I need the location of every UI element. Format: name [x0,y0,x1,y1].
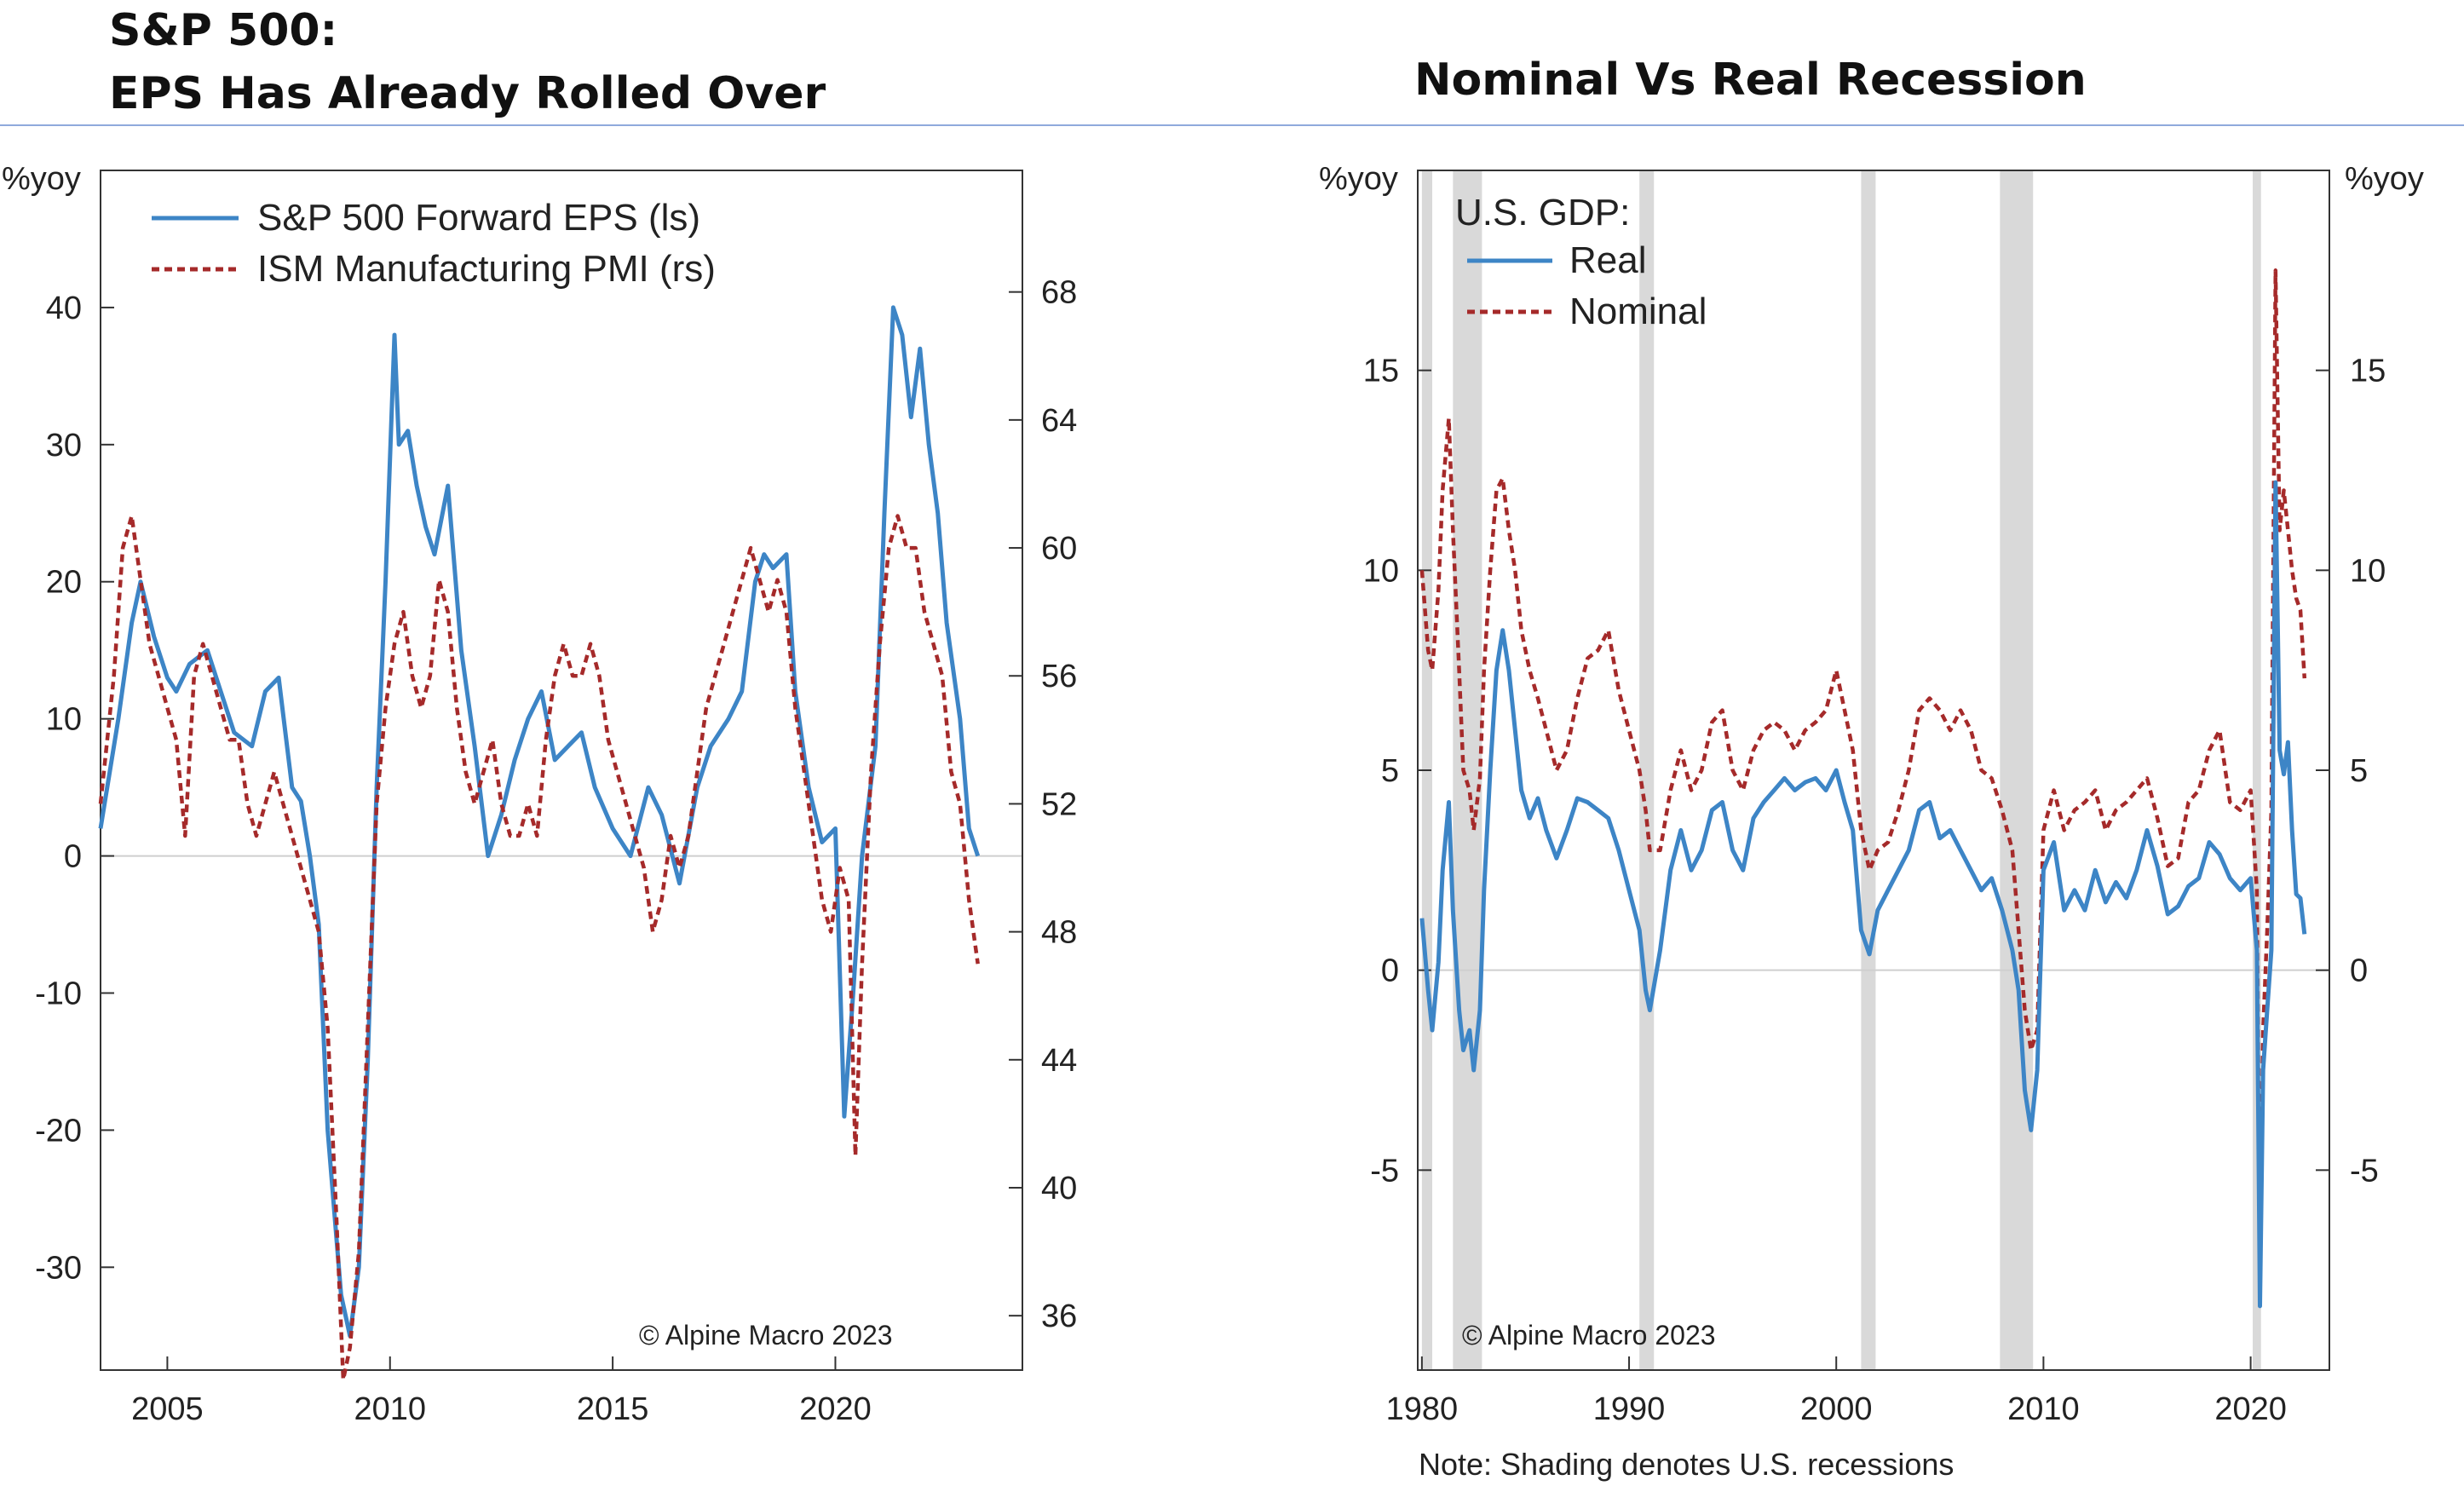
recession-band [1861,170,1876,1370]
y-axis-label-right: %yoy [2345,161,2424,197]
legend-label-ism: ISM Manufacturing PMI (rs) [257,248,716,290]
y-axis-label-left: %yoy [2,161,81,197]
y-tick-label-left: 0 [1381,953,1399,989]
ism-series-line [98,514,980,1382]
legend-label-nominal: Nominal [1569,291,1707,332]
legend-label-real: Real [1569,239,1647,281]
x-tick-label: 2015 [577,1391,649,1427]
y-tick-label-right: 52 [1041,786,1077,822]
footnote: Note: Shading denotes U.S. recessions [1419,1447,1954,1482]
y-tick-label-left: -5 [1370,1153,1399,1189]
x-tick-label: 1980 [1386,1391,1459,1427]
recession-band [2253,170,2261,1370]
y-tick-label-right: 68 [1041,275,1077,311]
nominal-gdp-line [1419,268,2307,1272]
y-tick-label-right: 15 [2350,354,2386,389]
real-gdp-line [1419,480,2307,1309]
right-chart-title: Nominal Vs Real Recession [1414,55,2087,106]
y-tick-label-left: -20 [35,1113,82,1149]
y-tick-label-left: 40 [46,291,82,326]
x-tick-label: 1990 [1593,1391,1666,1427]
eps-chart: %yoy403020100-10-20-30686460565248444036… [2,161,1077,1427]
x-tick-label: 2010 [354,1391,426,1427]
x-tick-label: 2020 [799,1391,872,1427]
y-tick-label-left: 15 [1363,354,1399,389]
left-chart-title-line2: EPS Has Already Rolled Over [109,68,826,119]
y-tick-label-left: -10 [35,976,82,1011]
left-chart-title-line1: S&P 500: [109,5,338,56]
plot-frame [100,170,1023,1371]
y-axis-label-left: %yoy [1319,161,1398,197]
gdp-chart: %yoy %yoy 15 15 10 10 5 5 0 0 -5 -5 1980 1990 2000 2010… [1319,161,2424,1427]
x-tick-label: 2020 [2214,1391,2287,1427]
recession-band [1453,170,1482,1370]
y-tick-label-left: 10 [46,702,82,738]
y-tick-label-right: 36 [1041,1299,1077,1334]
y-tick-label-right: 10 [2350,553,2386,589]
y-tick-label-right: 44 [1041,1043,1077,1079]
recession-band [2000,170,2034,1370]
x-tick-label: 2005 [131,1391,204,1427]
y-tick-label-left: 20 [46,565,82,601]
legend-label-eps: S&P 500 Forward EPS (ls) [257,197,700,239]
y-tick-label-right: 48 [1041,915,1077,951]
y-tick-label-right: 64 [1041,403,1077,439]
title-divider [0,124,2464,126]
y-tick-label-left: -30 [35,1250,82,1286]
y-tick-label-left: 10 [1363,553,1399,589]
copyright-right: © Alpine Macro 2023 [1462,1320,1716,1350]
y-tick-label-right: -5 [2350,1153,2379,1189]
y-tick-label-left: 0 [64,839,82,875]
y-tick-label-right: 56 [1041,659,1077,694]
x-tick-label: 2010 [2007,1391,2080,1427]
y-tick-label-right: 5 [2350,753,2368,789]
eps-series-line [98,305,981,1339]
y-tick-label-right: 40 [1041,1171,1077,1206]
legend-title: U.S. GDP: [1455,192,1630,233]
y-tick-label-right: 60 [1041,531,1077,567]
recession-band [1639,170,1655,1370]
y-tick-label-left: 30 [46,428,82,464]
y-tick-label-left: 5 [1381,753,1399,789]
y-tick-label-right: 0 [2350,953,2368,989]
x-tick-label: 2000 [1800,1391,1873,1427]
copyright-left: © Alpine Macro 2023 [639,1320,893,1350]
